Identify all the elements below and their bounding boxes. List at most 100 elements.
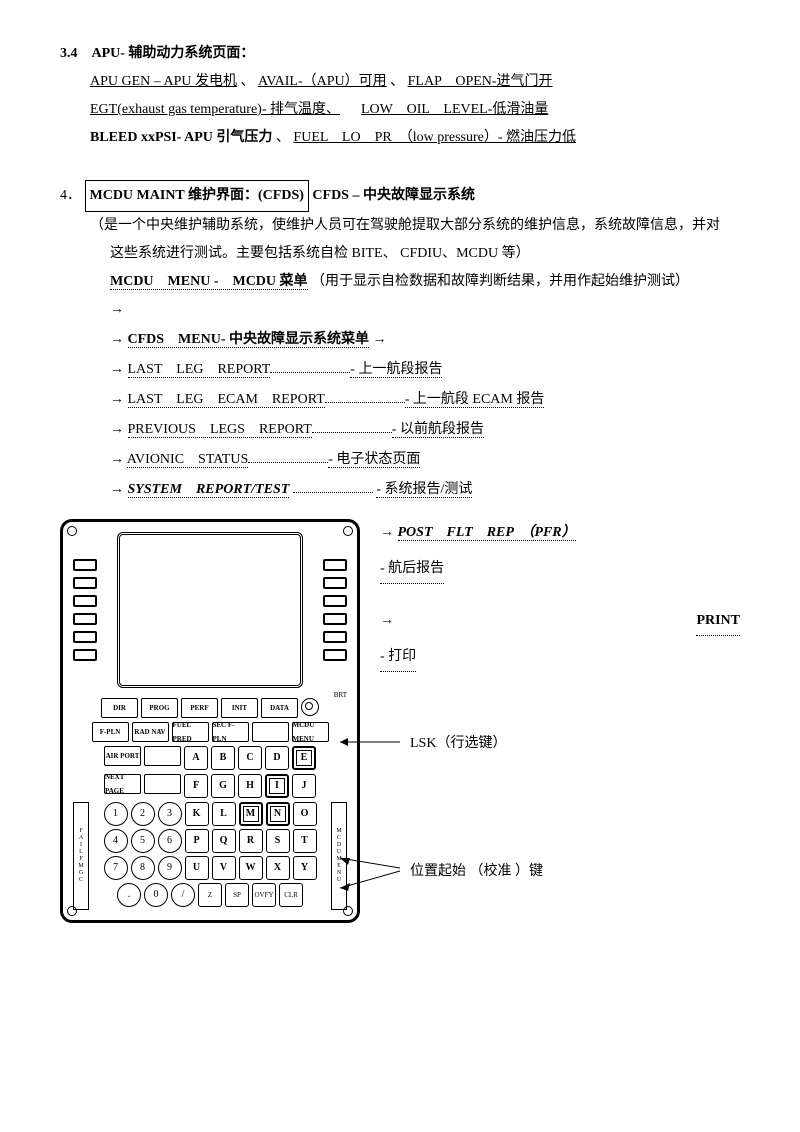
apu-line1: APU GEN – APU 发电机 、 AVAIL-（APU）可用 、 FLAP… <box>60 68 740 96</box>
alpha-key[interactable]: L <box>212 802 236 826</box>
alpha-key[interactable]: H <box>238 774 262 798</box>
cfds-menu: → CFDS MENU- 中央故障显示系统菜单 → <box>60 326 740 354</box>
print-line: → PRINT <box>380 607 740 635</box>
mode-button[interactable]: MCDU MENU <box>292 722 329 742</box>
alpha-key[interactable]: X <box>266 856 290 880</box>
alpha-key[interactable]: R <box>239 829 263 853</box>
mcdu-maint-box: MCDU MAINT 维护界面：(CFDS) <box>85 180 309 212</box>
mode-button[interactable]: SEC F-PLN <box>212 722 249 742</box>
alpha-key[interactable]: B <box>211 746 235 770</box>
num-key[interactable]: 7 <box>104 856 128 880</box>
section-4-desc1: （是一个中央维护辅助系统，使维护人员可在驾驶舱提取大部分系统的维护信息，系统故障… <box>60 212 740 240</box>
section-title: 3.4 APU- 辅助动力系统页面： <box>60 40 740 68</box>
screw-icon <box>67 906 77 916</box>
screw-icon <box>343 906 353 916</box>
alpha-key[interactable]: D <box>265 746 289 770</box>
alpha-key[interactable]: I <box>265 774 289 798</box>
alpha-key[interactable]: O <box>293 802 317 826</box>
section-3-4: 3.4 APU- 辅助动力系统页面： APU GEN – APU 发电机 、 A… <box>60 40 740 152</box>
lsk-button[interactable] <box>323 577 347 589</box>
alpha-key[interactable]: C <box>238 746 262 770</box>
func-key[interactable]: OVFY <box>252 883 276 907</box>
print-cn: - 打印 <box>380 643 416 672</box>
num-key[interactable]: / <box>171 883 195 907</box>
side-label-left: FAIL FMGC <box>73 802 89 910</box>
num-key[interactable]: 0 <box>144 883 168 907</box>
lsk-button[interactable] <box>323 559 347 571</box>
arrow-icon <box>340 853 460 893</box>
lsk-button[interactable] <box>323 649 347 661</box>
mode-button[interactable] <box>144 774 181 794</box>
post-flt-rep: → POST FLT REP （PFR） <box>380 519 740 547</box>
func-key[interactable]: Z <box>198 883 222 907</box>
screw-icon <box>343 526 353 536</box>
num-key[interactable]: 6 <box>158 829 182 853</box>
alpha-key[interactable]: Q <box>212 829 236 853</box>
lsk-button[interactable] <box>323 595 347 607</box>
mode-button[interactable]: DIR <box>101 698 138 718</box>
mode-button[interactable]: FUEL PRED <box>172 722 209 742</box>
mcdu-screen <box>117 532 303 688</box>
mode-button[interactable] <box>252 722 289 742</box>
mode-button[interactable]: DATA <box>261 698 298 718</box>
mode-button[interactable]: NEXT PAGE <box>104 774 141 794</box>
display-area <box>73 532 347 688</box>
alpha-key[interactable]: V <box>212 856 236 880</box>
lsk-right-col <box>323 559 347 661</box>
calib-callout: 位置起始 （校准 ）键 <box>380 858 740 886</box>
num-key[interactable]: 1 <box>104 802 128 826</box>
post-flt-cn: - 航后报告 <box>380 555 444 584</box>
num-key[interactable]: 4 <box>104 829 128 853</box>
lsk-button[interactable] <box>73 595 97 607</box>
mcdu-menu-line: MCDU MENU - MCDU 菜单 （用于显示自检数据和故障判断结果，并用作… <box>60 268 740 296</box>
alpha-key[interactable]: G <box>211 774 235 798</box>
num-key[interactable]: 2 <box>131 802 155 826</box>
alpha-key[interactable]: A <box>184 746 208 770</box>
alpha-key[interactable]: S <box>266 829 290 853</box>
mode-button[interactable]: PERF <box>181 698 218 718</box>
section-4-desc2: 这些系统进行测试。主要包括系统自检 BITE、 CFDIU、MCDU 等） <box>60 240 740 268</box>
alpha-key[interactable]: P <box>185 829 209 853</box>
keypad: 123KLMNO 456PQRST 789UVWXY .0/ZSPOVFYCLR <box>95 802 325 910</box>
num-key[interactable]: 5 <box>131 829 155 853</box>
lsk-callout: LSK（行选键） <box>380 730 740 758</box>
func-key[interactable]: SP <box>225 883 249 907</box>
lsk-button[interactable] <box>73 649 97 661</box>
key-area: FAIL FMGC 123KLMNO 456PQRST 789UVWXY .0/ZS… <box>73 802 347 910</box>
apu-line3: BLEED xxPSI- APU 引气压力 、 FUEL LO PR （low … <box>60 124 740 152</box>
num-key[interactable]: 8 <box>131 856 155 880</box>
num-key[interactable]: 9 <box>158 856 182 880</box>
alpha-key[interactable]: T <box>293 829 317 853</box>
mode-button[interactable]: F-PLN <box>92 722 129 742</box>
mode-button[interactable]: INIT <box>221 698 258 718</box>
lsk-button[interactable] <box>323 631 347 643</box>
system-report-test: → SYSTEM REPORT/TEST - 系统报告/测试 <box>60 476 740 504</box>
num-key[interactable]: . <box>117 883 141 907</box>
menu-item: → PREVIOUS LEGS REPORT- 以前航段报告 <box>60 416 740 444</box>
alpha-key[interactable]: Y <box>293 856 317 880</box>
alpha-key[interactable]: U <box>185 856 209 880</box>
func-key[interactable]: CLR <box>279 883 303 907</box>
lsk-button[interactable] <box>73 613 97 625</box>
lsk-button[interactable] <box>73 631 97 643</box>
num-key[interactable]: 3 <box>158 802 182 826</box>
mode-button[interactable]: RAD NAV <box>132 722 169 742</box>
mode-button[interactable]: AIR PORT <box>104 746 141 766</box>
mode-button[interactable] <box>144 746 181 766</box>
brt-knob[interactable] <box>301 698 319 716</box>
menu-item: → LAST LEG ECAM REPORT- 上一航段 ECAM 报告 <box>60 386 740 414</box>
alpha-key[interactable]: J <box>292 774 316 798</box>
lsk-button[interactable] <box>73 559 97 571</box>
apu-line2: EGT(exhaust gas temperature)- 排气温度、 LOW … <box>60 96 740 124</box>
alpha-key[interactable]: N <box>266 802 290 826</box>
lsk-button[interactable] <box>73 577 97 589</box>
alpha-key[interactable]: F <box>184 774 208 798</box>
mcdu-device: B R T DIRPROGPERFINITDATA F-PLNRAD NAVFUEL … <box>60 519 360 923</box>
alpha-key[interactable]: M <box>239 802 263 826</box>
alpha-key[interactable]: E <box>292 746 316 770</box>
alpha-key[interactable]: K <box>185 802 209 826</box>
mode-button[interactable]: PROG <box>141 698 178 718</box>
alpha-key[interactable]: W <box>239 856 263 880</box>
lsk-button[interactable] <box>323 613 347 625</box>
right-notes: → POST FLT REP （PFR） - 航后报告 → PRINT - 打印… <box>360 519 740 886</box>
